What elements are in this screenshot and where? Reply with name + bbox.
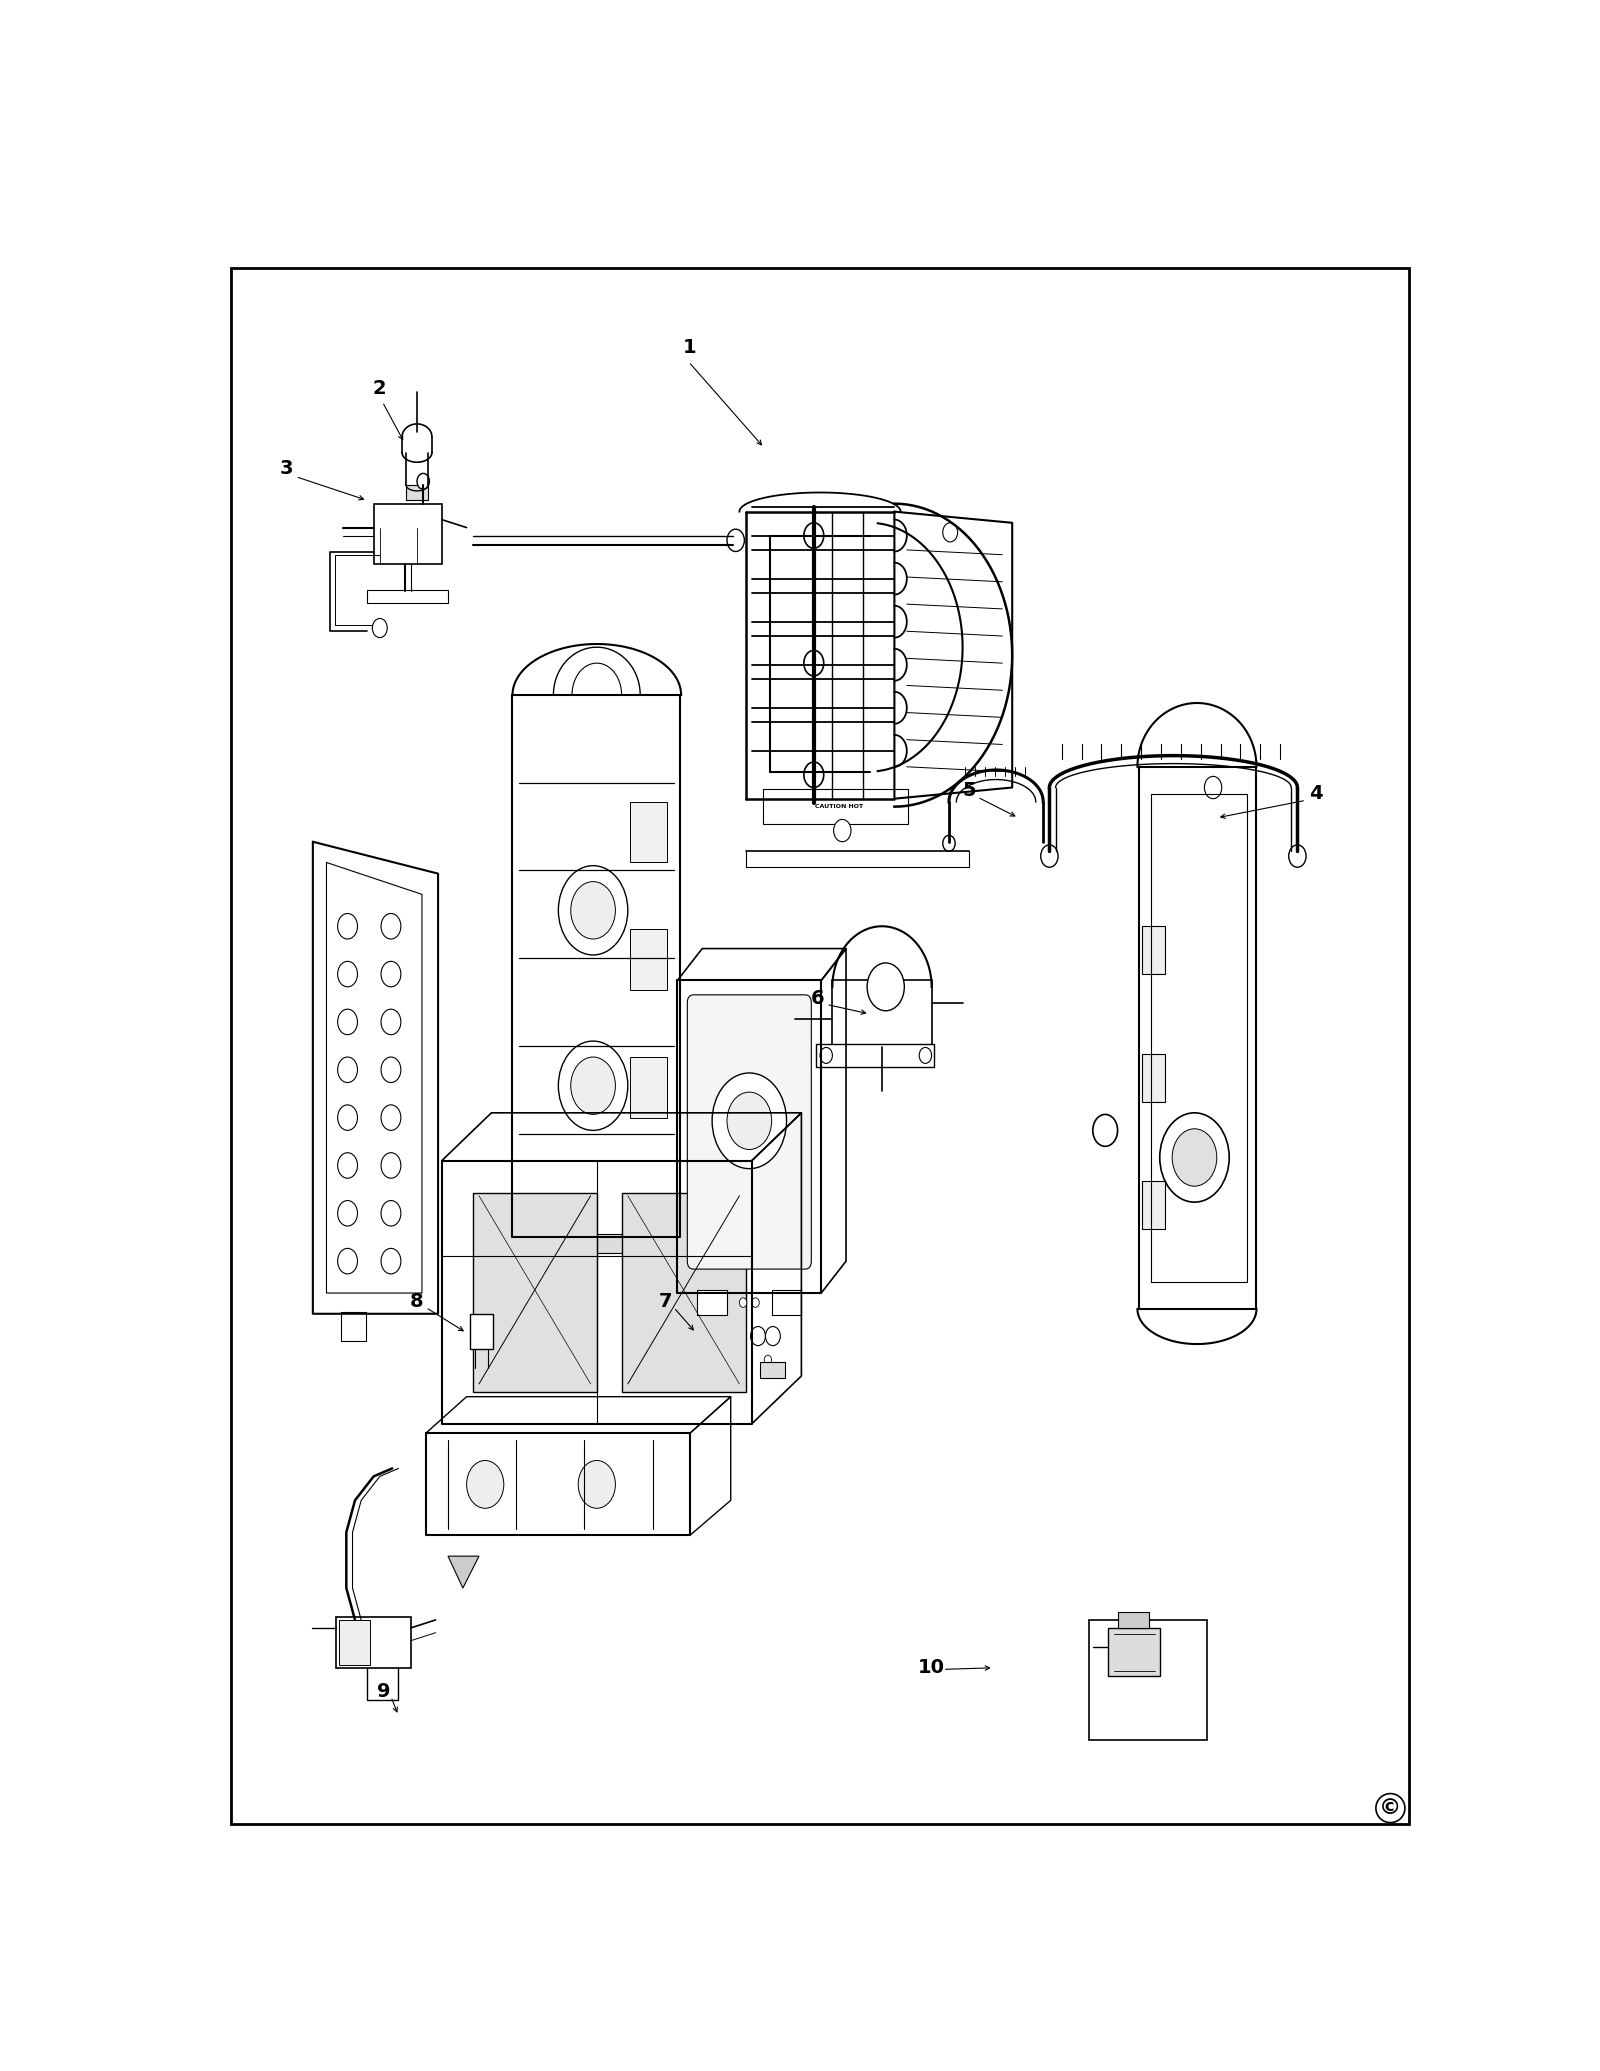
Circle shape — [338, 1154, 357, 1178]
Circle shape — [712, 1073, 787, 1168]
Circle shape — [338, 1201, 357, 1226]
Bar — [760, 1361, 786, 1377]
Bar — [406, 485, 429, 501]
Text: 5: 5 — [962, 781, 976, 799]
Circle shape — [381, 1249, 402, 1274]
Bar — [470, 1313, 493, 1348]
Circle shape — [942, 835, 955, 851]
Circle shape — [467, 1460, 504, 1508]
Circle shape — [1205, 777, 1222, 799]
Text: 9: 9 — [376, 1682, 390, 1700]
Text: 3: 3 — [280, 460, 293, 478]
Circle shape — [338, 913, 357, 938]
Circle shape — [338, 1249, 357, 1274]
Circle shape — [819, 1048, 832, 1062]
Circle shape — [373, 619, 387, 638]
Circle shape — [918, 1048, 931, 1062]
Bar — [474, 1193, 597, 1392]
Circle shape — [803, 762, 824, 787]
Circle shape — [381, 961, 402, 988]
Circle shape — [834, 820, 851, 841]
Bar — [339, 1620, 370, 1665]
Bar — [1107, 1628, 1160, 1675]
Bar — [374, 503, 442, 563]
Bar — [698, 1290, 726, 1315]
Text: 1: 1 — [683, 338, 696, 356]
Circle shape — [726, 1091, 771, 1149]
Bar — [1117, 1611, 1149, 1628]
Circle shape — [571, 1056, 616, 1114]
Circle shape — [739, 1299, 747, 1307]
Text: CAUTION HOT: CAUTION HOT — [814, 804, 862, 810]
Bar — [1090, 1620, 1206, 1740]
Polygon shape — [448, 1555, 478, 1588]
FancyBboxPatch shape — [688, 994, 811, 1270]
Circle shape — [381, 1104, 402, 1131]
Bar — [832, 980, 931, 1048]
Circle shape — [338, 1056, 357, 1083]
Bar — [1142, 926, 1165, 973]
Circle shape — [750, 1328, 765, 1346]
Circle shape — [558, 866, 627, 955]
Circle shape — [1288, 845, 1306, 868]
Circle shape — [418, 474, 429, 489]
Circle shape — [578, 1460, 616, 1508]
Bar — [771, 1290, 802, 1315]
Text: 10: 10 — [918, 1659, 946, 1678]
Bar — [336, 1617, 411, 1667]
Bar — [816, 1044, 934, 1067]
Bar — [630, 930, 667, 990]
Text: ©: © — [1379, 1798, 1402, 1818]
Text: 2: 2 — [373, 379, 387, 398]
Circle shape — [338, 1009, 357, 1036]
Circle shape — [726, 530, 744, 551]
Text: 4: 4 — [1309, 785, 1323, 804]
Circle shape — [765, 1354, 771, 1365]
Circle shape — [338, 1104, 357, 1131]
Circle shape — [381, 1154, 402, 1178]
FancyBboxPatch shape — [763, 789, 909, 824]
Circle shape — [338, 961, 357, 988]
Bar — [550, 1234, 624, 1253]
Bar — [621, 1193, 746, 1392]
Bar — [341, 1313, 366, 1340]
Bar — [368, 590, 448, 603]
Circle shape — [381, 1201, 402, 1226]
Circle shape — [381, 1009, 402, 1036]
Bar — [1142, 1054, 1165, 1102]
Circle shape — [571, 882, 616, 938]
Circle shape — [803, 650, 824, 675]
Text: 6: 6 — [811, 988, 824, 1007]
Circle shape — [752, 1299, 760, 1307]
Circle shape — [1173, 1129, 1218, 1187]
Circle shape — [558, 1042, 627, 1131]
Text: 8: 8 — [410, 1292, 424, 1311]
Circle shape — [1040, 845, 1058, 868]
Circle shape — [381, 1056, 402, 1083]
Bar — [630, 801, 667, 862]
Circle shape — [765, 1328, 781, 1346]
Circle shape — [381, 913, 402, 938]
Circle shape — [803, 522, 824, 549]
Circle shape — [867, 963, 904, 1011]
Circle shape — [942, 522, 958, 543]
Circle shape — [1160, 1112, 1229, 1201]
Text: 7: 7 — [658, 1292, 672, 1311]
Bar — [630, 1056, 667, 1118]
Bar — [1142, 1180, 1165, 1230]
